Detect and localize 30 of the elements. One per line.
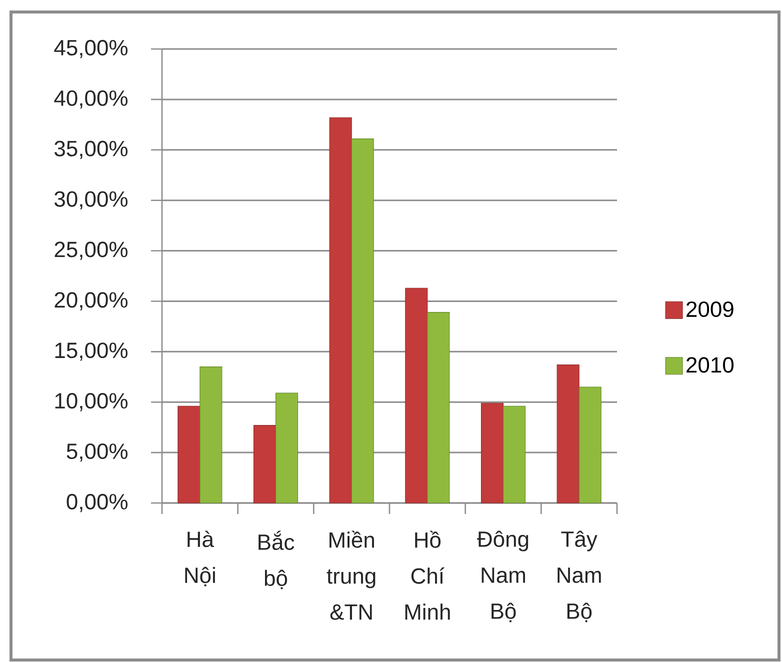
y-tick-label: 45,00% [54, 40, 128, 58]
y-tick-label: 5,00% [66, 443, 128, 462]
y-tick-label: 25,00% [54, 242, 128, 260]
bar [427, 312, 450, 504]
y-tick-label: 0,00% [66, 494, 128, 512]
bar [351, 138, 374, 504]
bar [502, 406, 526, 504]
bar [480, 402, 504, 504]
y-tick-label: 35,00% [54, 140, 128, 159]
bar [178, 406, 200, 504]
x-tick-label: Hà Nội [185, 530, 215, 586]
y-tick-label: 30,00% [54, 191, 128, 210]
bar [200, 366, 222, 504]
bar [578, 386, 602, 504]
x-tick-label: Hồ Chí Minh [405, 530, 450, 620]
y-tick-label: 40,00% [54, 90, 128, 109]
x-tick-label: Tây Nam Bộ [558, 530, 601, 622]
bar [275, 392, 298, 504]
bar [329, 117, 352, 504]
legend-label: 2009 [686, 301, 734, 318]
x-tick-label: Đông Nam Bộ [477, 530, 528, 622]
y-tick-label: 20,00% [54, 292, 128, 310]
bar [253, 425, 276, 504]
legend-label: 2010 [686, 357, 734, 373]
x-tick-label: Bắc bộ [258, 530, 294, 590]
bar [556, 364, 580, 504]
y-tick-label: 10,00% [55, 393, 128, 412]
y-tick-label: 15,00% [55, 342, 128, 361]
x-tick-label: Miền trung &TN [326, 530, 376, 620]
bar [405, 288, 428, 504]
